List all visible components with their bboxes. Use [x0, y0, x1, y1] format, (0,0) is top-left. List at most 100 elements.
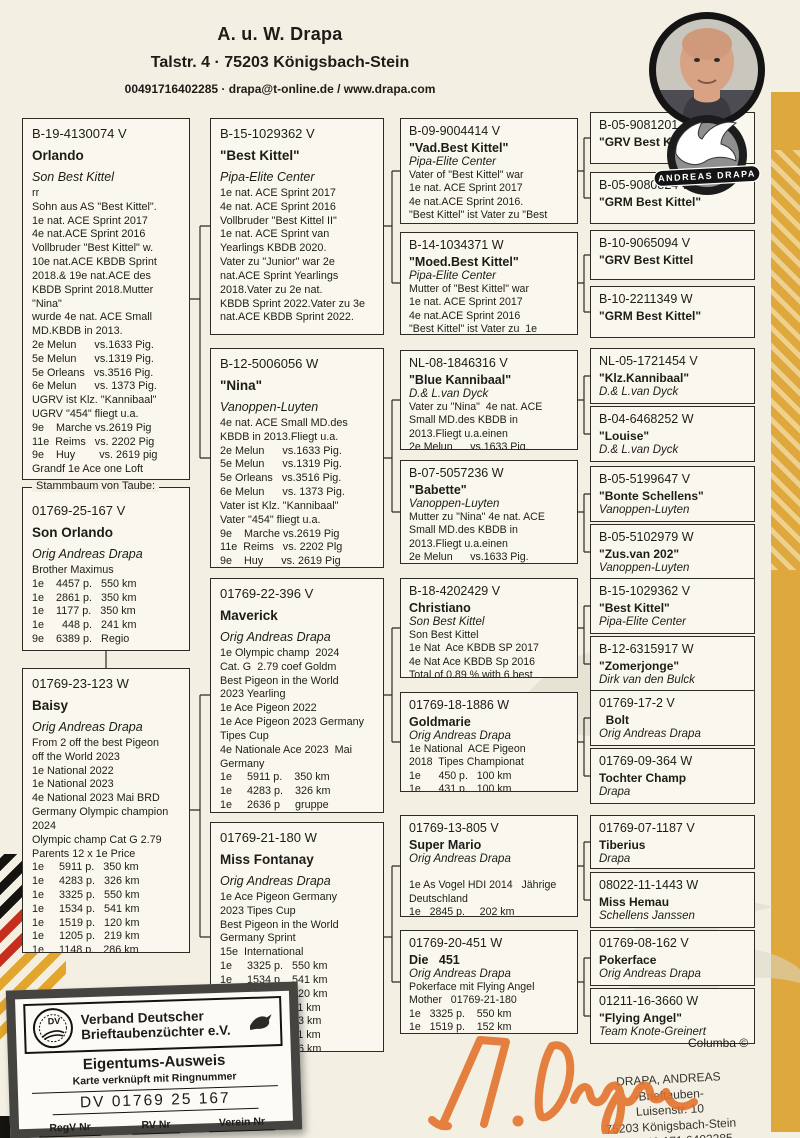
achievements-text: Mutter of "Best Kittel" war 1e nat. ACE … — [409, 283, 538, 335]
card-ring-number: DV 01769 25 167 — [52, 1088, 259, 1116]
pigeon-name: "Zomerjonge" — [599, 659, 680, 673]
achievements-text: 1e nat. ACE Sprint 2017 4e nat. ACE Spri… — [220, 187, 366, 324]
pigeon-name: Goldmarie — [409, 715, 471, 729]
owner-address: Talstr. 4 · 75203 Königsbach-Stein — [150, 54, 410, 71]
pigeon-stamp-icon — [249, 1014, 272, 1030]
pedigree-box-ggp-6: 01769-18-1886 W Goldmarie Orig Andreas D… — [400, 692, 578, 792]
origin-line: Orig Andreas Drapa — [32, 720, 143, 734]
pigeon-name: "GRV Best Kittel — [599, 253, 694, 267]
origin-line: Drapa — [599, 786, 631, 798]
pedigree-box-grandsire-paternal: B-15-1029362 V "Best Kittel" Pipa-Elite … — [210, 118, 384, 335]
ring-number: 01769-22-396 V — [220, 586, 314, 601]
pedigree-box-gggp-4: B-10-2211349 W "GRM Best Kittel" — [590, 286, 755, 338]
card-label-rv: RV Nr — [131, 1118, 181, 1135]
pigeon-name: Tiberius — [599, 838, 646, 852]
pigeon-name: "Best Kittel" — [220, 148, 300, 163]
pigeon-name: "Klz.Kannibaal" — [599, 371, 690, 385]
origin-line: Orig Andreas Drapa — [220, 874, 331, 888]
ring-number: 01769-13-805 V — [409, 821, 499, 835]
ring-number: B-05-5102979 W — [599, 530, 694, 544]
pigeon-name: Bolt — [599, 713, 629, 727]
card-label-verein: Verein Nr — [208, 1115, 276, 1133]
ring-number: 01769-20-451 W — [409, 936, 503, 950]
pigeon-name: "Flying Angel" — [599, 1011, 682, 1025]
ring-number: B-07-5057236 W — [409, 466, 504, 480]
signature — [428, 1036, 698, 1134]
dv-emblem-icon: DV — [32, 1008, 73, 1049]
origin-line: Orig Andreas Drapa — [409, 968, 511, 980]
letterhead: A. u. W. Drapa Talstr. 4 · 75203 Königsb… — [40, 24, 520, 96]
origin-line: Vanoppen-Luyten — [599, 562, 690, 574]
pedigree-box-mother: 01769-23-123 W Baisy Orig Andreas Drapa … — [22, 668, 190, 953]
pedigree-box-ggp-8: 01769-20-451 W Die 451 Orig Andreas Drap… — [400, 930, 578, 1034]
ring-number: B-19-4130074 V — [32, 126, 127, 141]
pedigree-box-gggp-5: NL-05-1721454 V "Klz.Kannibaal" D.& L.va… — [590, 348, 755, 404]
origin-line: Orig Andreas Drapa — [599, 968, 701, 980]
pedigree-box-ggp-1: B-09-9004414 V "Vad.Best Kittel" Pipa-El… — [400, 118, 578, 224]
achievements-text: From 2 off the best Pigeon off the World… — [32, 737, 169, 953]
achievements-text: 1e Olympic champ 2024 Cat. G 2.79 coef G… — [220, 647, 365, 811]
pigeon-name: Pokerface — [599, 953, 657, 967]
pedigree-box-gggp-15: 01769-08-162 V Pokerface Orig Andreas Dr… — [590, 930, 755, 986]
pedigree-legend: Stammbaum von Taube: — [32, 480, 160, 492]
achievements-text: rr Sohn aus AS "Best Kittel". 1e nat. AC… — [32, 187, 158, 476]
pigeon-name: "Bonte Schellens" — [599, 489, 704, 503]
pigeon-name: Maverick — [220, 608, 278, 623]
pedigree-box-father: B-19-4130074 V Orlando Son Best Kittel r… — [22, 118, 190, 480]
origin-line: Orig Andreas Drapa — [32, 547, 143, 561]
pedigree-box-ggp-7: 01769-13-805 V Super Mario Orig Andreas … — [400, 815, 578, 917]
achievements-text: Vater of "Best Kittel" war 1e nat. ACE S… — [409, 169, 548, 222]
card-label-regv: RegV Nr — [39, 1120, 102, 1138]
pigeon-name: "Louise" — [599, 429, 650, 443]
association-header: DV Verband Deutscher Brieftaubenzüchter … — [23, 995, 283, 1055]
origin-line: Son Best Kittel — [32, 170, 114, 184]
pigeon-name: "Best Kittel" — [599, 601, 670, 615]
owner-name: A. u. W. Drapa — [217, 24, 343, 44]
ring-number: NL-08-1846316 V — [409, 356, 508, 370]
pedigree-box-gggp-8: B-05-5102979 W "Zus.van 202" Vanoppen-Lu… — [590, 524, 755, 580]
ring-number: 01769-09-364 W — [599, 754, 693, 768]
pigeon-name: Tochter Champ — [599, 771, 687, 785]
achievements-text: Pokerface mit Flying Angel Mother 01769-… — [409, 981, 535, 1034]
pedigree-box-gggp-9: B-15-1029362 V "Best Kittel" Pipa-Elite … — [590, 578, 755, 634]
pedigree-box-gggp-16: 01211-16-3660 W "Flying Angel" Team Knot… — [590, 988, 755, 1044]
origin-line: Son Best Kittel — [409, 616, 485, 628]
pedigree-box-ggp-5: B-18-4202429 V Christiano Son Best Kitte… — [400, 578, 578, 678]
achievements-text: Brother Maximus 1e 4457 p. 550 km 1e 286… — [32, 564, 137, 646]
card-cell: Verein Nr — [199, 1111, 286, 1133]
ring-number: 01769-25-167 V — [32, 503, 126, 518]
pigeon-name: "Babette" — [409, 483, 467, 497]
ring-number: B-12-6315917 W — [599, 642, 694, 656]
pigeon-name: "Zus.van 202" — [599, 547, 680, 561]
origin-line: Orig Andreas Drapa — [409, 853, 511, 865]
pedigree-box-gggp-10: B-12-6315917 W "Zomerjonge" Dirk van den… — [590, 636, 755, 692]
origin-line: Drapa — [599, 853, 631, 865]
pigeon-name: Miss Hemau — [599, 895, 670, 909]
ring-number: B-05-5199647 V — [599, 472, 691, 486]
origin-line: Orig Andreas Drapa — [599, 728, 701, 740]
origin-line: Pipa-Elite Center — [599, 616, 686, 628]
pedigree-box-gggp-7: B-05-5199647 V "Bonte Schellens" Vanoppe… — [590, 466, 755, 522]
ring-number: 08022-11-1443 W — [599, 878, 699, 892]
achievements-text: Vater zu "Nina" 4e nat. ACE Small MD.des… — [409, 401, 543, 450]
ring-number: B-18-4202429 V — [409, 584, 501, 598]
origin-line: Vanoppen-Luyten — [220, 400, 319, 414]
origin-line: Pipa-Elite Center — [220, 170, 315, 184]
origin-line: Team Knote-Greinert — [599, 1026, 706, 1038]
owner-contact: 00491716402285 · drapa@t-online.de / www… — [124, 82, 436, 96]
ring-number: B-04-6468252 W — [599, 412, 694, 426]
origin-line: Schellens Janssen — [599, 910, 695, 922]
ring-number: B-14-1034371 W — [409, 238, 504, 252]
breeder-photo-icon: ANDREAS DRAPA — [649, 12, 765, 195]
ownership-card: DV Verband Deutscher Brieftaubenzüchter … — [5, 981, 303, 1138]
pedigree-box-ggp-4: B-07-5057236 W "Babette" Vanoppen-Luyten… — [400, 460, 578, 564]
pedigree-box-gggp-3: B-10-9065094 V "GRV Best Kittel — [590, 230, 755, 280]
pigeon-name: Christiano — [409, 601, 471, 615]
pedigree-box-ggp-3: NL-08-1846316 V "Blue Kannibaal" D.& L.v… — [400, 350, 578, 450]
origin-line: D.& L.van Dyck — [409, 388, 489, 400]
pigeon-name: Die 451 — [409, 953, 460, 967]
ring-number: 01769-08-162 V — [599, 936, 689, 950]
pedigree-box-gggp-11: 01769-17-2 V Bolt Orig Andreas Drapa — [590, 690, 755, 746]
origin-line: Orig Andreas Drapa — [409, 730, 511, 742]
